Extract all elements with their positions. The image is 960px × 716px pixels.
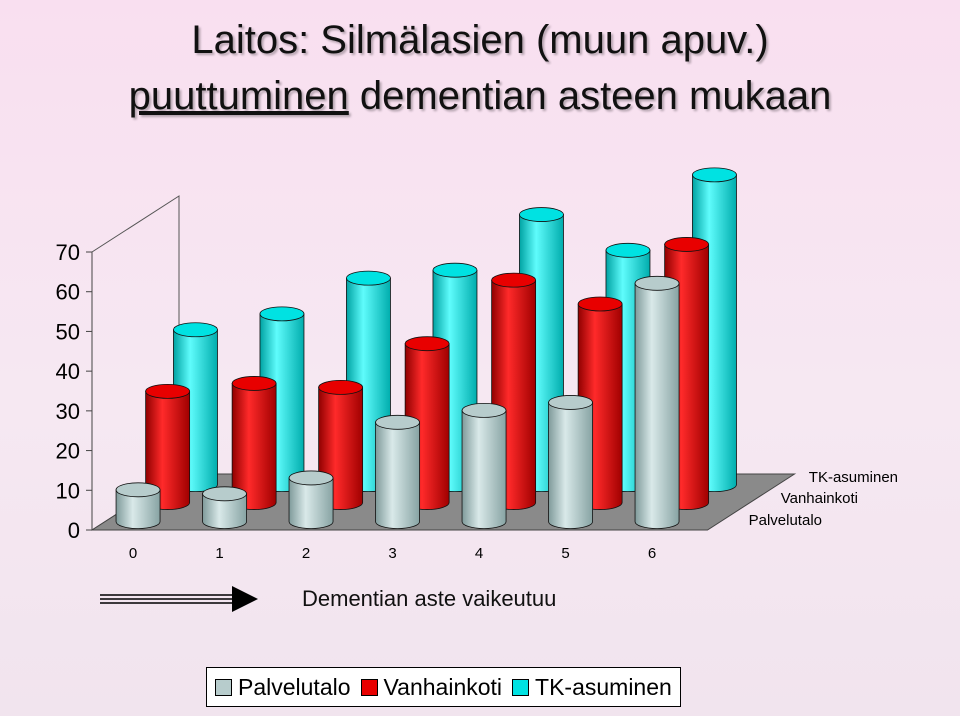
bar-palvelutalo-5 (548, 395, 593, 529)
bar-top (692, 167, 737, 183)
depth-axis-labels: TK-asuminen Vanhainkoti Palvelutalo (749, 469, 898, 529)
bar-body (634, 282, 680, 529)
y-tick-label: 30 (56, 399, 80, 424)
bar-top (664, 237, 710, 252)
bar-top (145, 383, 191, 399)
bar-palvelutalo-1 (202, 486, 247, 529)
bar-body (375, 421, 420, 529)
bar-top (634, 275, 680, 291)
bar-top (432, 262, 478, 278)
x-tick-label: 2 (302, 545, 310, 562)
x-tick-label: 3 (388, 545, 396, 562)
legend-item-tk-asuminen: TK-asuminen (512, 674, 672, 701)
legend-swatch-tk-asuminen (512, 678, 530, 696)
legend-label-tk-asuminen: TK-asuminen (535, 673, 672, 700)
chart-legend: Palvelutalo Vanhainkoti TK-asuminen (206, 667, 681, 707)
legend-item-palvelutalo: Palvelutalo (215, 674, 351, 701)
depth-label: Vanhainkoti (781, 490, 858, 507)
bar-top (461, 402, 507, 418)
title-line-1: Laitos: Silmälasien (muun apuv.) (191, 18, 769, 62)
bar-top (404, 336, 450, 352)
x-axis-title: Dementian aste vaikeutuu (302, 586, 556, 611)
bar-palvelutalo-4 (461, 402, 507, 529)
bar-top (548, 395, 593, 410)
y-tick-label: 60 (56, 280, 80, 305)
title-line-2-rest: dementian asteen mukaan (348, 74, 832, 118)
bar-top (519, 207, 564, 222)
y-tick-label: 0 (68, 518, 80, 543)
bar-top (318, 379, 364, 395)
bar-top (288, 470, 334, 486)
bar-top (577, 296, 623, 312)
x-axis-title-group: Dementian aste vaikeutuu (100, 586, 556, 612)
depth-label: TK-asuminen (809, 469, 898, 486)
bar-top (259, 306, 305, 322)
y-tick-label: 70 (56, 240, 80, 265)
x-tick-label: 1 (215, 545, 223, 562)
chart-title: Laitos: Silmälasien (muun apuv.) puuttum… (0, 12, 960, 124)
bar-vanhainkoti-1 (231, 376, 277, 510)
bar-top (491, 272, 537, 288)
title-underlined-word: puuttuminen (128, 74, 349, 118)
bar-palvelutalo-2 (288, 470, 334, 529)
direction-arrow-icon (100, 586, 258, 612)
y-tick-label: 10 (56, 478, 80, 503)
bar-body (288, 477, 334, 529)
y-tick-label: 40 (56, 359, 80, 384)
bar-top (605, 242, 651, 258)
legend-swatch-vanhainkoti (360, 678, 378, 696)
bar-palvelutalo-0 (115, 482, 161, 529)
bar-body (461, 410, 507, 529)
bar-body (548, 402, 593, 529)
legend-swatch-palvelutalo (215, 678, 232, 696)
legend-label-palvelutalo: Palvelutalo (238, 673, 351, 700)
x-tick-label: 6 (648, 545, 656, 562)
bar-palvelutalo-3 (375, 414, 420, 529)
bar-palvelutalo-6 (634, 275, 680, 529)
bar-top (202, 486, 247, 502)
title-line-2: puuttuminen dementian asteen mukaan (0, 68, 960, 124)
bar-top (115, 482, 161, 498)
bar-top (231, 376, 277, 391)
y-axis: 0 10 20 30 40 50 60 70 (56, 240, 92, 543)
legend-item-vanhainkoti: Vanhainkoti (360, 673, 503, 701)
x-tick-label: 4 (475, 545, 483, 562)
bar-top (375, 414, 420, 430)
x-tick-label: 5 (561, 545, 569, 562)
legend-label-vanhainkoti: Vanhainkoti (383, 673, 503, 700)
x-axis: 0 1 2 3 4 5 6 (129, 545, 656, 562)
series-palvelutalo (115, 275, 680, 529)
cylinder-bar-chart: 0 10 20 30 40 50 60 70 0 1 2 3 4 5 6 TK-asuminen Vanha… (56, 167, 898, 612)
depth-label: Palvelutalo (749, 512, 822, 529)
y-tick-label: 20 (56, 439, 80, 464)
x-tick-label: 0 (129, 545, 137, 562)
bar-top (346, 270, 391, 286)
bar-body (202, 493, 247, 529)
bar-body (115, 489, 161, 529)
y-tick-label: 50 (56, 319, 80, 344)
chart-bars (115, 167, 737, 529)
bar-top (173, 322, 218, 338)
